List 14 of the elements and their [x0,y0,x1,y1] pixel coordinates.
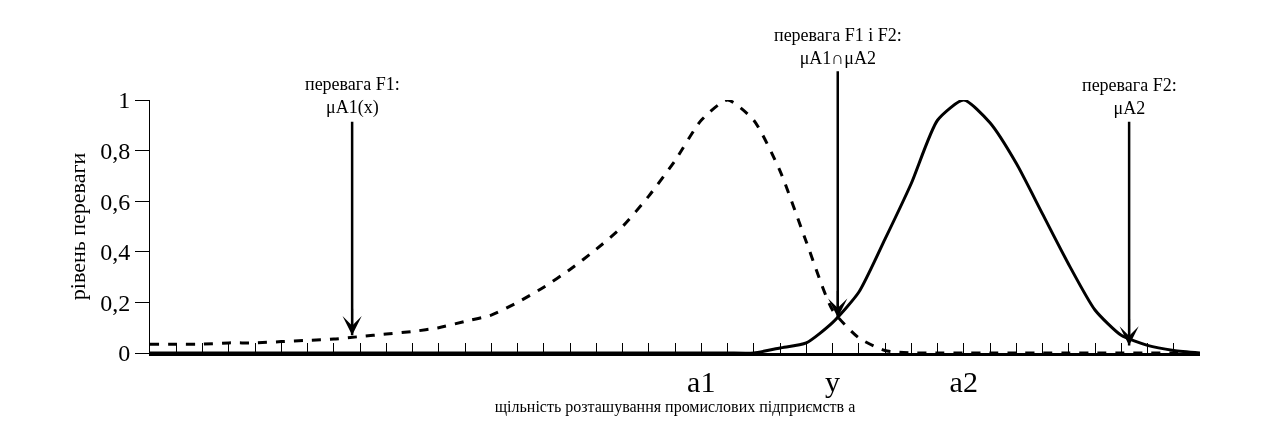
y-tick-label: 1 [118,87,131,114]
x-axis-title: щільність розташування промислових підприємств a [494,398,856,416]
x-tick-label: a2 [949,365,978,398]
annotation: перевага F1 і F2: μA1∩μA2 [774,25,902,69]
annotation: перевага F1: μA1(x) [305,74,400,119]
y-tick-label: 0,6 [100,188,131,215]
x-tick-label: y [825,365,840,398]
y-tick-label: 0,4 [100,239,131,266]
y-tick-label: 0,2 [100,289,131,316]
y-tick-label: 0,8 [100,138,131,164]
x-tick-label: a1 [687,365,716,398]
annotation: перевага F2: μA2 [1082,75,1177,119]
y-tick-label: 0 [118,340,131,367]
y-axis-title: рівень переваги [65,152,90,301]
